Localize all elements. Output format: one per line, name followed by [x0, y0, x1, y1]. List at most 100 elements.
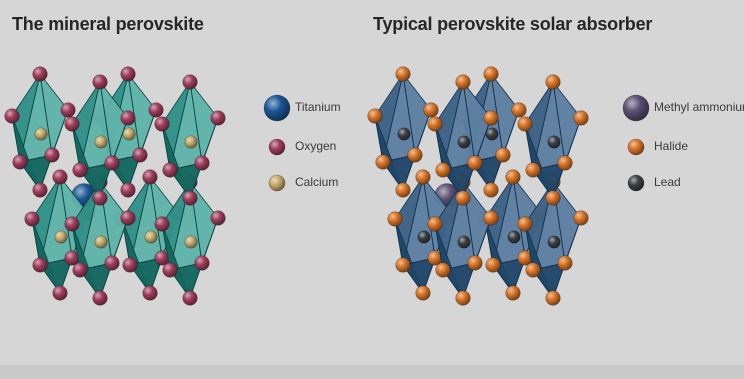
- octahedron: [154, 74, 226, 206]
- halide-atom: [495, 147, 511, 163]
- halide-atom: [395, 257, 411, 273]
- lead-legend-icon: [627, 174, 645, 192]
- oxygen-atom: [120, 182, 136, 198]
- legend-label-calcium: Calcium: [295, 175, 339, 189]
- calcium-atom: [94, 235, 108, 249]
- octahedron-face: [39, 257, 73, 294]
- lead-atom: [547, 235, 561, 249]
- oxygen-atom: [24, 211, 40, 227]
- oxygen-atom: [44, 147, 60, 163]
- halide-atom: [375, 154, 391, 170]
- left-legend-markers: [263, 94, 291, 192]
- octahedron-face: [532, 162, 566, 199]
- halide-atom: [573, 110, 589, 126]
- halide-atom: [505, 285, 521, 301]
- halide-atom: [367, 108, 383, 124]
- halide-atom: [545, 190, 561, 206]
- oxygen-atom: [4, 108, 20, 124]
- calcium-legend-icon: [268, 174, 286, 192]
- halide-atom: [557, 255, 573, 271]
- oxygen-atom: [32, 66, 48, 82]
- solar-absorber-structure: [367, 66, 589, 306]
- halide-atom: [455, 74, 471, 90]
- oxygen-atom: [72, 162, 88, 178]
- halide-atom: [557, 155, 573, 171]
- legend-label-lead: Lead: [654, 175, 681, 189]
- octahedron: [64, 174, 136, 306]
- halide-atom: [505, 169, 521, 185]
- lead-atom: [397, 127, 411, 141]
- octahedron: [64, 74, 136, 206]
- oxygen-atom: [64, 216, 80, 232]
- halide-atom: [517, 116, 533, 132]
- halide-atom: [427, 216, 443, 232]
- oxygen-atom: [92, 190, 108, 206]
- octahedron: [427, 174, 499, 306]
- halide-atom: [435, 162, 451, 178]
- oxygen-atom: [32, 257, 48, 273]
- legend-label-methyl-ammonium: Methyl ammonium: [654, 100, 744, 114]
- right-legend-markers: [622, 94, 650, 192]
- lead-atom: [417, 230, 431, 244]
- octahedron: [517, 74, 589, 206]
- oxygen-atom: [162, 262, 178, 278]
- oxygen-atom: [52, 285, 68, 301]
- oxygen-atom: [104, 255, 120, 271]
- oxygen-atom: [154, 216, 170, 232]
- halide-atom: [467, 255, 483, 271]
- lead-atom: [457, 235, 471, 249]
- octahedron: [427, 74, 499, 206]
- halide-atom: [483, 182, 499, 198]
- oxygen-atom: [154, 116, 170, 132]
- calcium-atom: [54, 230, 68, 244]
- left-panel-title: The mineral perovskite: [12, 14, 204, 34]
- halide-atom: [427, 116, 443, 132]
- halide-atom: [517, 216, 533, 232]
- oxygen-atom: [12, 154, 28, 170]
- oxygen-atom: [132, 147, 148, 163]
- octahedron: [477, 169, 549, 301]
- mineral-perovskite-structure: [4, 66, 226, 306]
- oxygen-atom: [52, 169, 68, 185]
- methyl-ammonium-legend-icon: [622, 94, 650, 122]
- oxygen-atom: [120, 210, 136, 226]
- oxygen-atom: [64, 116, 80, 132]
- calcium-atom: [34, 127, 48, 141]
- octahedron-face: [79, 162, 113, 199]
- halide-atom: [483, 110, 499, 126]
- oxygen-atom: [142, 169, 158, 185]
- oxygen-atom: [182, 290, 198, 306]
- halide-atom: [415, 285, 431, 301]
- oxygen-atom: [162, 162, 178, 178]
- calcium-atom: [184, 235, 198, 249]
- octahedron: [367, 66, 439, 198]
- octahedron: [387, 169, 459, 301]
- octahedron-face: [382, 154, 416, 191]
- octahedron-face: [79, 262, 113, 299]
- oxygen-legend-icon: [268, 138, 286, 156]
- oxygen-atom: [194, 255, 210, 271]
- halide-atom: [545, 74, 561, 90]
- octahedron: [114, 169, 186, 301]
- oxygen-atom: [142, 285, 158, 301]
- oxygen-atom: [210, 110, 226, 126]
- halide-atom: [511, 102, 527, 118]
- calcium-atom: [144, 230, 158, 244]
- oxygen-atom: [104, 155, 120, 171]
- halide-atom: [483, 210, 499, 226]
- halide-atom: [435, 262, 451, 278]
- oxygen-atom: [60, 102, 76, 118]
- lead-atom: [457, 135, 471, 149]
- octahedron-face: [169, 262, 203, 299]
- halide-atom: [545, 290, 561, 306]
- oxygen-atom: [194, 155, 210, 171]
- halide-atom: [483, 66, 499, 82]
- halide-atom: [395, 66, 411, 82]
- oxygen-atom: [32, 182, 48, 198]
- octahedron-face: [169, 162, 203, 199]
- halide-atom: [467, 155, 483, 171]
- oxygen-atom: [210, 210, 226, 226]
- bottom-band: [0, 365, 744, 379]
- halide-atom: [573, 210, 589, 226]
- right-panel-title: Typical perovskite solar absorber: [373, 14, 653, 34]
